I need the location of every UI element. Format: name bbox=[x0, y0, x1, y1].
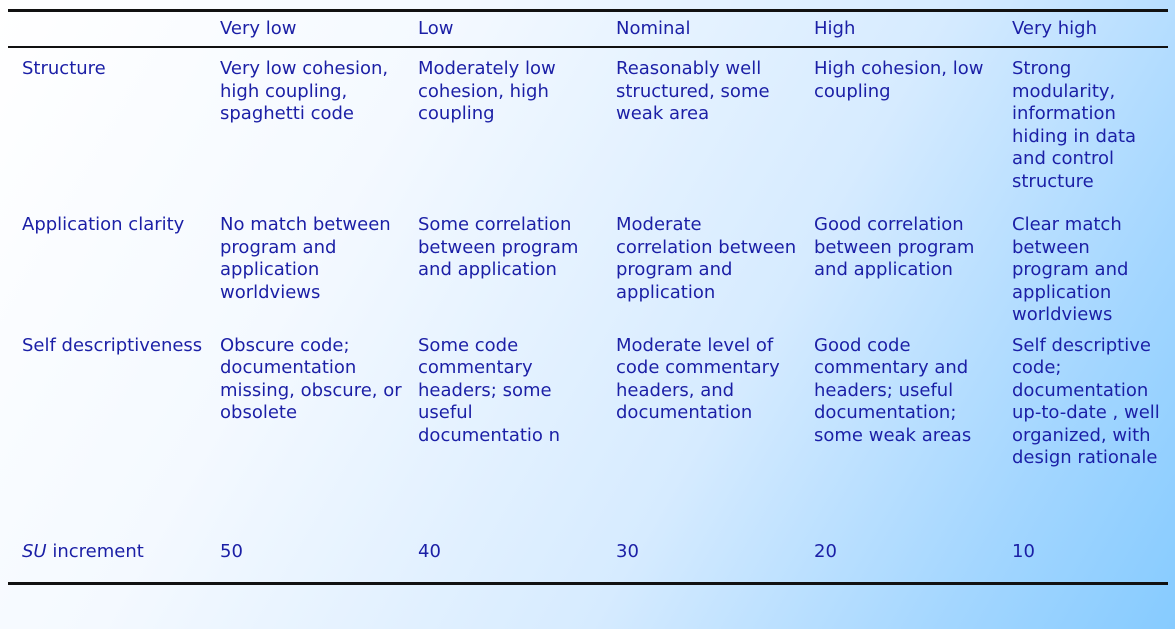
su-rating-table-container: Very low Low Nominal High Very high Stru… bbox=[8, 9, 1168, 585]
table-cell: Some correlation between program and app… bbox=[418, 214, 579, 280]
table-row-structure: Structure Very low cohesion, high coupli… bbox=[8, 48, 1168, 206]
table-cell: 30 bbox=[616, 540, 639, 562]
header-cell-very-low: Very low bbox=[220, 18, 297, 39]
table-cell: Very low cohesion, high coupling, spaghe… bbox=[220, 58, 389, 124]
row-label-italic: SU bbox=[22, 540, 47, 562]
table-row-self-descriptiveness: Self descriptiveness Obscure code; docum… bbox=[8, 327, 1168, 533]
table-cell: Good correlation between program and app… bbox=[814, 214, 975, 280]
table-cell: No match between program and application… bbox=[220, 214, 391, 303]
header-cell-empty bbox=[8, 12, 206, 46]
table-cell: Moderate correlation between program and… bbox=[616, 214, 797, 303]
table-cell: High cohesion, low coupling bbox=[814, 58, 984, 102]
table-cell: Moderately low cohesion, high coupling bbox=[418, 58, 556, 124]
table-cell: Reasonably well structured, some weak ar… bbox=[616, 58, 770, 124]
row-label-rest: increment bbox=[46, 540, 144, 562]
header-cell-nominal: Nominal bbox=[616, 18, 691, 39]
row-label: Application clarity bbox=[22, 214, 185, 235]
table-row-application-clarity: Application clarity No match between pro… bbox=[8, 206, 1168, 327]
table-cell: Clear match between program and applicat… bbox=[1012, 214, 1129, 325]
table-top-rule bbox=[8, 9, 1168, 12]
header-cell-low: Low bbox=[418, 18, 454, 39]
table-cell: Good code commentary and headers; useful… bbox=[814, 334, 972, 446]
table-cell: Moderate level of code commentary header… bbox=[616, 334, 780, 424]
table-cell: 20 bbox=[814, 540, 837, 562]
header-cell-very-high: Very high bbox=[1012, 18, 1098, 39]
table-cell: Strong modularity, information hiding in… bbox=[1012, 58, 1137, 192]
table-cell: 40 bbox=[418, 540, 441, 562]
row-label: SU increment bbox=[8, 533, 206, 582]
table-cell: Self descriptive code; documentation up-… bbox=[1012, 334, 1160, 469]
table-row-su-increment: SU increment 50 40 30 20 10 bbox=[8, 533, 1168, 582]
table-cell: 50 bbox=[220, 540, 243, 562]
su-rating-table-body: Structure Very low cohesion, high coupli… bbox=[8, 48, 1168, 582]
su-rating-table: Very low Low Nominal High Very high bbox=[8, 12, 1168, 46]
table-cell: Some code commentary headers; some usefu… bbox=[418, 334, 561, 446]
row-label: Structure bbox=[22, 58, 106, 79]
table-cell: Obscure code; documentation missing, obs… bbox=[220, 334, 402, 424]
header-cell-high: High bbox=[814, 18, 856, 39]
table-bottom-rule bbox=[8, 581, 1168, 585]
row-label: Self descriptiveness bbox=[22, 334, 203, 356]
table-cell: 10 bbox=[1012, 540, 1035, 562]
header-row: Very low Low Nominal High Very high bbox=[8, 12, 1168, 46]
header-rule bbox=[8, 46, 1168, 48]
